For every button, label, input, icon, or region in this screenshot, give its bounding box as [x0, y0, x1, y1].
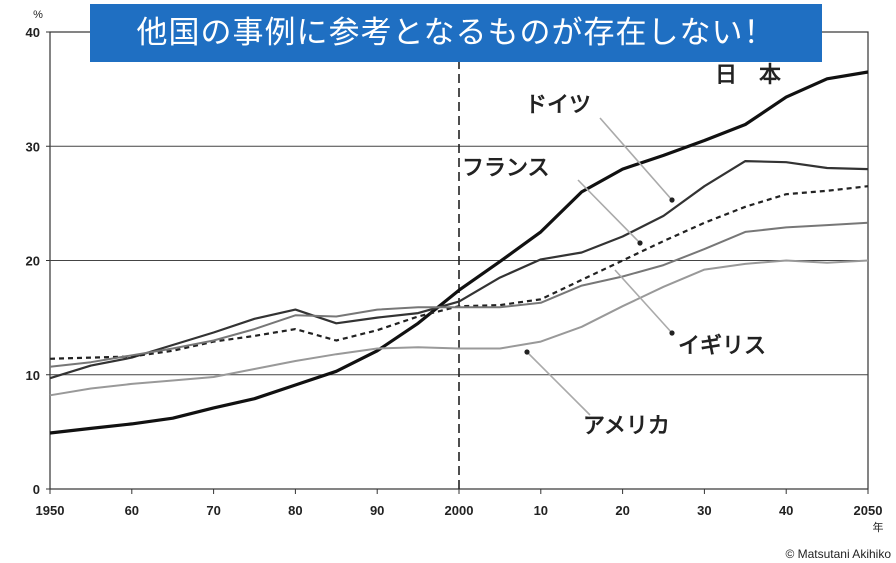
credit-text: © Matsutani Akihiko — [785, 547, 891, 561]
y-tick-label: 10 — [26, 368, 40, 383]
label-furansu: フランス — [462, 156, 550, 181]
leader-furansu — [577, 179, 641, 244]
x-tick-label: 60 — [125, 503, 139, 518]
leader-doitsu-dot — [669, 197, 675, 203]
x-tick-label: 2050 — [854, 503, 883, 518]
x-tick-label: 10 — [534, 503, 548, 518]
x-tick-label: 20 — [615, 503, 629, 518]
series-line-1 — [49, 160, 869, 380]
leader-igirisu-dot — [669, 330, 675, 336]
x-tick-label: 70 — [206, 503, 220, 518]
leader-doitsu — [599, 117, 673, 201]
x-tick-label: 80 — [288, 503, 302, 518]
label-igirisu: イギリス — [678, 334, 766, 359]
leader-furansu-dot — [637, 240, 643, 246]
series-line-4 — [49, 259, 869, 397]
x-tick-label: 90 — [370, 503, 384, 518]
label-amerika: アメリカ — [583, 414, 670, 439]
y-tick-label: 30 — [26, 139, 40, 154]
series-line-3 — [49, 221, 869, 368]
headline-banner: 他国の事例に参考となるものが存在しない！ — [90, 4, 822, 62]
x-tick-label: 40 — [779, 503, 793, 518]
x-unit-label: 年 — [873, 520, 884, 534]
leader-amerika-dot — [524, 349, 530, 355]
x-tick-label: 30 — [697, 503, 711, 518]
x-tick-label: 2000 — [445, 503, 474, 518]
x-tick-label: 1950 — [36, 503, 65, 518]
series-line-2 — [49, 185, 869, 360]
label-nihon: 日 本 — [715, 63, 781, 88]
leader-amerika — [526, 351, 591, 416]
y-unit-label: % — [33, 9, 43, 21]
y-tick-label: 0 — [33, 482, 40, 497]
series-line-0 — [49, 70, 869, 435]
label-doitsu: ドイツ — [525, 93, 591, 118]
y-tick-label: 20 — [26, 254, 40, 269]
leader-igirisu — [614, 269, 673, 334]
y-tick-label: 40 — [26, 25, 40, 40]
